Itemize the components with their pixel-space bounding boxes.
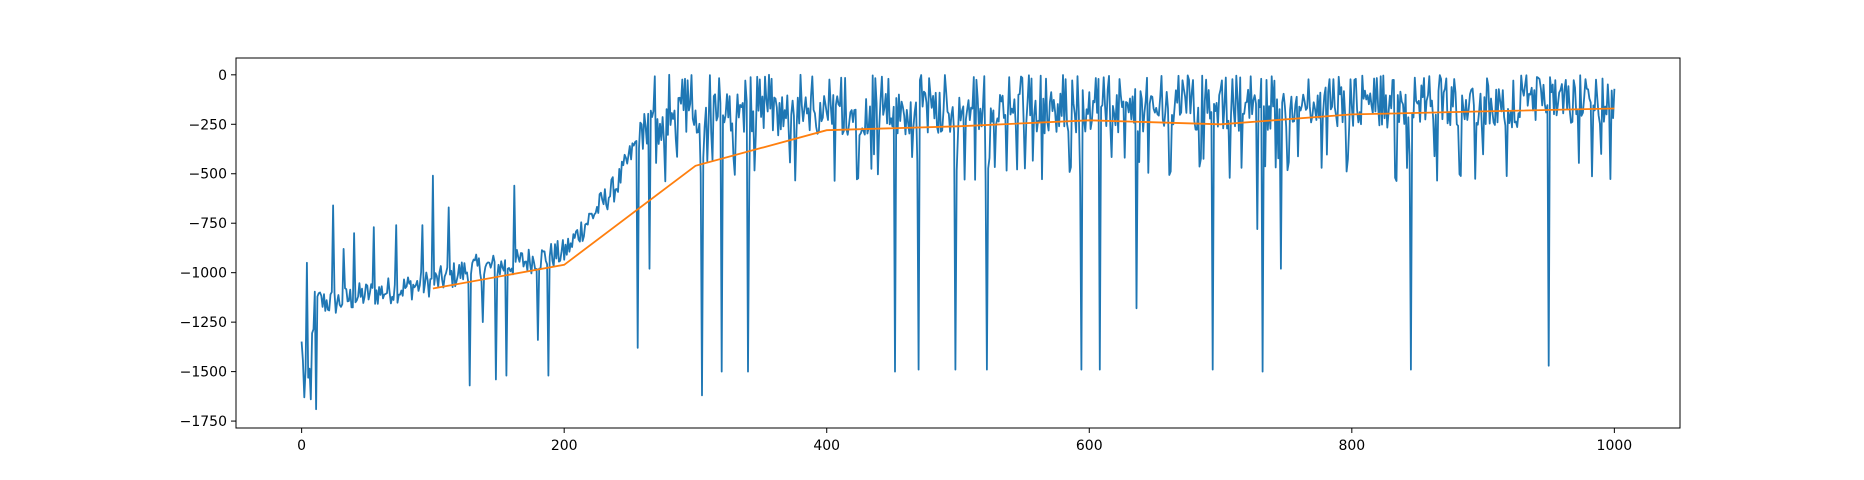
y-tick-label: −1500: [180, 365, 227, 381]
y-tick-label: −750: [189, 216, 227, 232]
series-layer: [300, 73, 1616, 411]
x-tick-label: 600: [1076, 438, 1103, 454]
y-axis: 0 −250 −500 −750 −1000 −1250 −1500 −1750: [180, 68, 236, 430]
y-tick-label: −1000: [180, 266, 227, 282]
x-tick-label: 800: [1338, 438, 1365, 454]
series-line-returns: [300, 73, 1616, 411]
y-tick-label: 0: [218, 68, 227, 84]
y-tick-label: −500: [189, 167, 227, 183]
x-tick-label: 1000: [1597, 438, 1633, 454]
plot-frame: [235, 57, 1681, 429]
x-tick-label: 400: [813, 438, 840, 454]
x-tick-label: 0: [297, 438, 306, 454]
y-tick-label: −1750: [180, 414, 227, 430]
x-tick-label: 200: [551, 438, 578, 454]
series-line-average: [432, 107, 1615, 290]
y-tick-label: −250: [189, 117, 227, 133]
y-tick-label: −1250: [180, 315, 227, 331]
x-axis: 0 200 400 600 800 1000: [297, 428, 1632, 454]
